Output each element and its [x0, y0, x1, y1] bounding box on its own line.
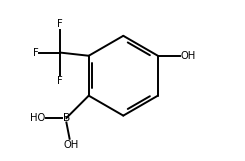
Text: HO: HO: [30, 113, 45, 123]
Text: F: F: [57, 19, 63, 29]
Text: F: F: [57, 76, 63, 86]
Text: OH: OH: [63, 140, 79, 150]
Text: F: F: [33, 47, 38, 58]
Text: B: B: [63, 113, 70, 123]
Text: OH: OH: [181, 51, 196, 61]
